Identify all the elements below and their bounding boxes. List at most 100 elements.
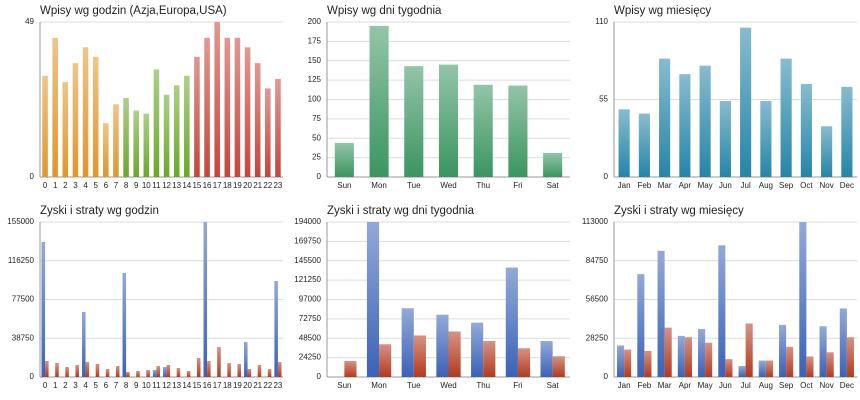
bar: [45, 361, 49, 377]
x-tick-label: Oct: [800, 381, 813, 390]
bar: [725, 359, 733, 377]
x-tick-label: Sep: [779, 381, 794, 390]
x-tick-label: 21: [253, 181, 262, 190]
x-tick-label: Dec: [840, 181, 854, 190]
y-tick-label: 48500: [299, 333, 322, 342]
x-tick-label: 11: [152, 181, 161, 190]
bar: [819, 326, 827, 377]
x-tick-label: 17: [213, 381, 222, 390]
x-tick-label: Sat: [547, 181, 560, 190]
x-tick-label: Wed: [440, 381, 456, 390]
x-tick-label: Mon: [371, 181, 387, 190]
x-tick-label: 3: [73, 181, 78, 190]
x-tick-label: 10: [142, 181, 151, 190]
bar: [760, 100, 772, 177]
bar: [52, 37, 58, 177]
bar: [765, 360, 773, 377]
bar: [738, 366, 746, 377]
bar: [203, 222, 208, 377]
x-tick-label: Mar: [658, 381, 672, 390]
x-tick-label: 13: [172, 381, 181, 390]
bar: [540, 341, 553, 377]
bar: [758, 360, 766, 377]
bar: [369, 25, 389, 177]
y-tick-label: 0: [604, 172, 609, 181]
x-tick-label: 7: [114, 181, 119, 190]
x-tick-label: 14: [182, 381, 191, 390]
bar: [42, 75, 48, 177]
bar: [471, 322, 484, 377]
bar: [404, 66, 424, 177]
x-tick-label: May: [698, 181, 713, 190]
bar: [638, 113, 650, 177]
bar: [505, 267, 518, 377]
chart-title: Zyski i straty wg dni tygodnia: [327, 205, 475, 217]
chart-title: Wpisy wg dni tygodnia: [327, 5, 442, 17]
bar: [257, 365, 262, 377]
bar: [194, 56, 200, 178]
bar: [123, 97, 129, 177]
bar: [806, 356, 814, 377]
bar: [699, 65, 711, 177]
bar: [366, 222, 380, 377]
x-tick-label: Nov: [820, 181, 834, 190]
bar: [136, 371, 140, 377]
chart-title: Wpisy wg miesięcy: [614, 5, 711, 17]
bar: [103, 123, 109, 177]
x-tick-label: 5: [93, 381, 98, 390]
bar: [637, 274, 645, 377]
bar: [173, 85, 180, 177]
x-tick-label: Jun: [719, 181, 732, 190]
bar: [413, 335, 426, 377]
bar: [82, 312, 86, 377]
bar: [698, 328, 706, 377]
x-tick-label: Thu: [476, 381, 490, 390]
bar: [244, 342, 248, 377]
chart-title: Zyski i straty wg miesięcy: [614, 205, 744, 217]
x-tick-label: Sun: [337, 181, 351, 190]
x-tick-label: 22: [263, 181, 272, 190]
y-tick-label: 97000: [299, 295, 322, 304]
bar: [156, 366, 160, 377]
y-tick-label: 200: [308, 17, 322, 26]
x-tick-label: 16: [203, 381, 212, 390]
bar: [517, 348, 531, 377]
y-tick-label: 145500: [294, 256, 321, 265]
x-tick-label: 4: [83, 181, 88, 190]
x-tick-label: 5: [93, 181, 98, 190]
bar: [664, 327, 672, 377]
x-tick-label: 22: [263, 381, 272, 390]
bar: [143, 113, 150, 177]
y-tick-label: 110: [595, 17, 608, 26]
x-tick-label: 23: [273, 381, 282, 390]
x-tick-label: 12: [162, 381, 171, 390]
y-tick-label: 0: [30, 172, 35, 181]
bar: [204, 37, 210, 177]
x-tick-label: 3: [73, 381, 78, 390]
bar: [644, 350, 652, 377]
x-tick-label: Tue: [407, 181, 421, 190]
bar: [839, 308, 847, 377]
bar: [62, 82, 69, 177]
bar: [186, 371, 191, 377]
bar: [274, 281, 278, 377]
bar: [41, 242, 46, 377]
bar: [133, 110, 139, 177]
bar: [184, 75, 190, 177]
x-tick-label: 15: [192, 181, 201, 190]
y-tick-label: 175: [308, 36, 322, 45]
y-tick-label: 72750: [299, 314, 322, 323]
x-tick-label: Aug: [759, 181, 773, 190]
bar: [265, 88, 271, 177]
bar: [152, 370, 157, 377]
bar: [745, 323, 753, 377]
bar: [75, 365, 79, 377]
bar: [247, 369, 252, 377]
bar: [438, 64, 459, 177]
bar: [254, 63, 261, 177]
x-tick-label: Fri: [513, 181, 523, 190]
bar: [841, 86, 853, 177]
y-tick-label: 113000: [582, 217, 609, 226]
bar: [657, 250, 665, 377]
x-tick-label: 17: [213, 181, 222, 190]
